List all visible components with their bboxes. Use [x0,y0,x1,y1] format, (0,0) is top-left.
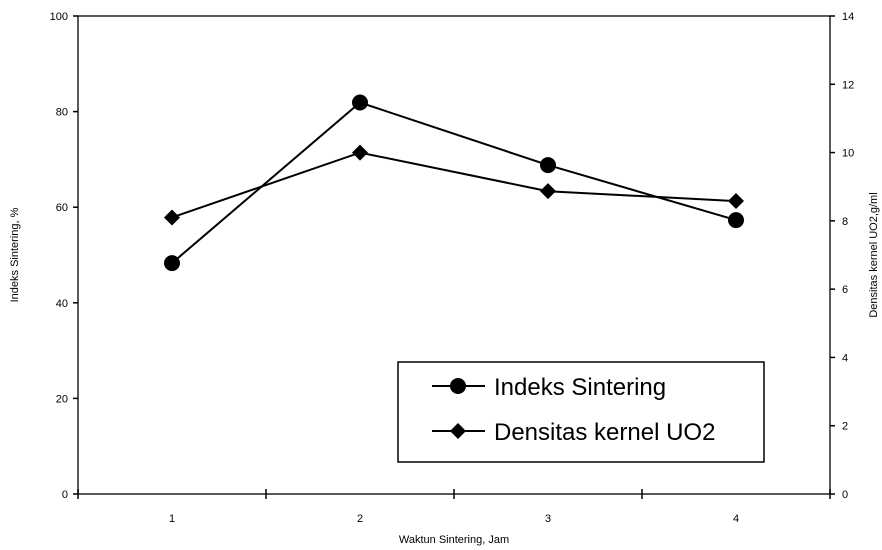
data-point-densitas [728,193,744,210]
y2-tick-label: 6 [842,284,848,296]
x-tick-label: 1 [169,513,175,525]
y2-axis-label: Densitas kernel UO2,g/ml [868,192,880,317]
data-point-densitas [164,209,180,226]
x-tick-label: 2 [357,513,363,525]
data-point-indeks [352,94,368,111]
x-axis-label: Waktun Sintering, Jam [399,534,509,546]
y2-tick-label: 2 [842,421,848,433]
x-tick-label: 4 [733,513,739,525]
legend-label-densitas: Densitas kernel UO2 [494,419,715,446]
left-axis: 0 20 40 60 80 100 [50,11,78,501]
x-tick-label: 3 [545,513,551,525]
y2-tick-label: 12 [842,79,854,91]
series-line-indeks [171,101,737,264]
legend-marker-densitas [450,423,466,439]
y2-tick-label: 0 [842,489,848,501]
legend-label-indeks: Indeks Sintering [494,374,666,401]
data-point-densitas [352,144,368,161]
y-tick-label: 40 [56,298,68,310]
y-tick-label: 80 [56,107,68,119]
data-point-indeks [540,157,556,174]
legend: Indeks Sintering Densitas kernel UO2 [397,361,765,463]
series-line-densitas [171,151,737,219]
y-tick-label: 100 [50,11,68,23]
x-axis: 1 2 3 4 [77,489,831,525]
series-layer [164,94,744,272]
y2-tick-label: 14 [842,11,854,23]
y-tick-label: 60 [56,202,68,214]
data-point-indeks [728,212,744,229]
y2-tick-label: 10 [842,148,854,160]
y-axis-label: Indeks Sintering, % [9,207,21,302]
legend-marker-indeks [450,378,466,394]
y-tick-label: 0 [62,489,68,501]
right-axis: 0 2 4 6 8 10 12 14 [830,11,854,501]
y-tick-label: 20 [56,393,68,405]
y2-tick-label: 8 [842,216,848,228]
data-point-densitas [540,183,556,200]
data-point-indeks [164,255,180,272]
y2-tick-label: 4 [842,352,848,364]
